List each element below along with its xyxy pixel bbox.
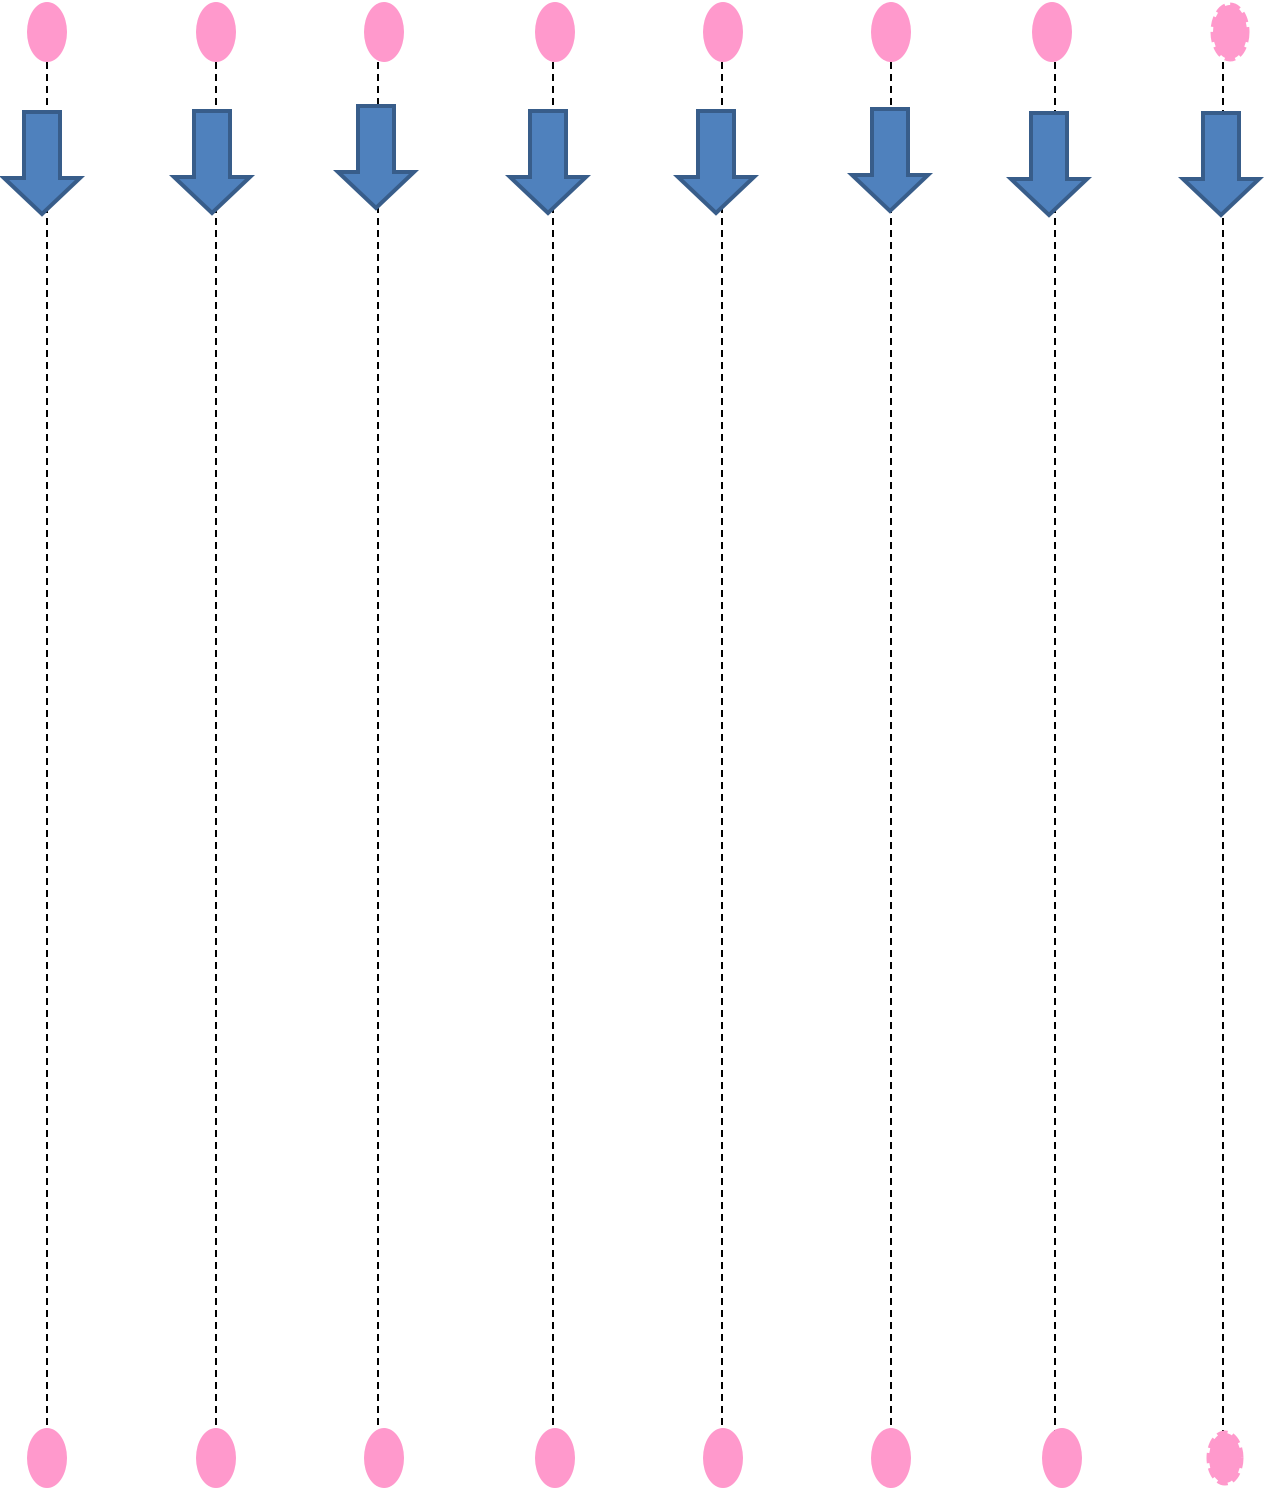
column-4 xyxy=(504,2,592,1488)
column-2 xyxy=(168,2,256,1488)
down-arrow-icon xyxy=(0,110,86,217)
bottom-node[interactable] xyxy=(1206,1430,1244,1486)
column-1 xyxy=(0,2,86,1488)
bottom-node[interactable] xyxy=(27,1428,67,1488)
top-node[interactable] xyxy=(703,2,743,62)
column-8 xyxy=(1177,2,1265,1486)
down-arrow-icon xyxy=(672,109,760,216)
top-node[interactable] xyxy=(535,2,575,62)
bottom-node[interactable] xyxy=(196,1428,236,1488)
down-arrow-icon xyxy=(1005,111,1093,218)
column-3 xyxy=(332,2,420,1488)
bottom-node[interactable] xyxy=(871,1428,911,1488)
top-node[interactable] xyxy=(364,2,404,62)
down-arrow-icon xyxy=(332,104,420,211)
down-arrow-icon xyxy=(846,107,934,214)
bottom-node[interactable] xyxy=(703,1428,743,1488)
top-node[interactable] xyxy=(1210,2,1250,62)
column-6 xyxy=(846,2,934,1488)
down-arrow-icon xyxy=(1177,111,1265,218)
top-node[interactable] xyxy=(871,2,911,62)
top-node[interactable] xyxy=(1032,2,1072,62)
down-arrow-icon xyxy=(504,109,592,216)
down-arrow-icon xyxy=(168,109,256,216)
bottom-node[interactable] xyxy=(535,1428,575,1488)
top-node[interactable] xyxy=(196,2,236,62)
bottom-node[interactable] xyxy=(364,1428,404,1488)
column-7 xyxy=(1005,2,1093,1488)
top-node[interactable] xyxy=(27,2,67,62)
column-5 xyxy=(672,2,760,1488)
bottom-node[interactable] xyxy=(1042,1428,1082,1488)
